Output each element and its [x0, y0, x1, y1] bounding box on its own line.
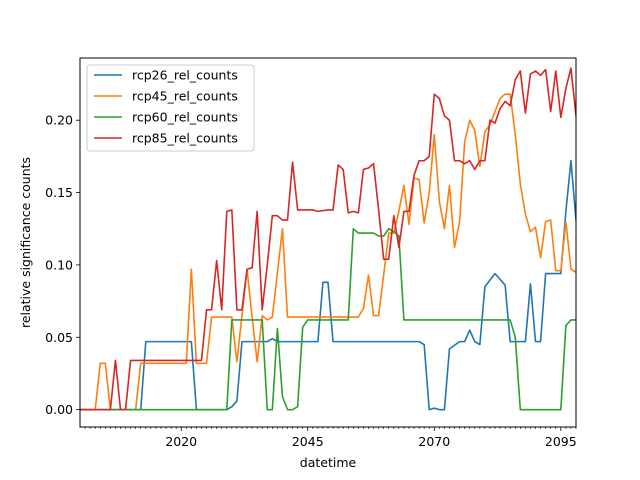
legend-label-rcp26_rel_counts: rcp26_rel_counts — [132, 68, 238, 83]
y-axis-label: relative significance counts — [18, 157, 33, 328]
x-tick-label: 2095 — [545, 434, 577, 449]
x-axis-label: datetime — [300, 455, 357, 470]
legend-label-rcp85_rel_counts: rcp85_rel_counts — [132, 131, 238, 146]
series-line-rcp45_rel_counts — [80, 93, 576, 411]
series-line-rcp85_rel_counts — [80, 67, 576, 411]
series-line-rcp60_rel_counts — [80, 227, 576, 411]
series-layer — [80, 67, 576, 411]
y-tick-label: 0.20 — [45, 113, 73, 128]
legend-label-rcp60_rel_counts: rcp60_rel_counts — [132, 110, 238, 125]
x-tick-label: 2045 — [292, 434, 324, 449]
legend: rcp26_rel_counts rcp45_rel_counts rcp60_re… — [86, 64, 255, 152]
legend-box — [86, 64, 255, 152]
y-tick-label: 0.05 — [45, 330, 73, 345]
axis-ticks: 2020 2045 2070 2095 0.00 0.05 0.10 0.15 0.20 — [45, 113, 577, 449]
series-line-rcp26_rel_counts — [80, 159, 576, 411]
y-tick-label: 0.00 — [45, 402, 73, 417]
x-tick-label: 2020 — [165, 434, 197, 449]
x-tick-label: 2070 — [418, 434, 450, 449]
legend-label-rcp45_rel_counts: rcp45_rel_counts — [132, 89, 238, 104]
y-tick-label: 0.15 — [45, 185, 73, 200]
y-tick-label: 0.10 — [45, 257, 73, 272]
